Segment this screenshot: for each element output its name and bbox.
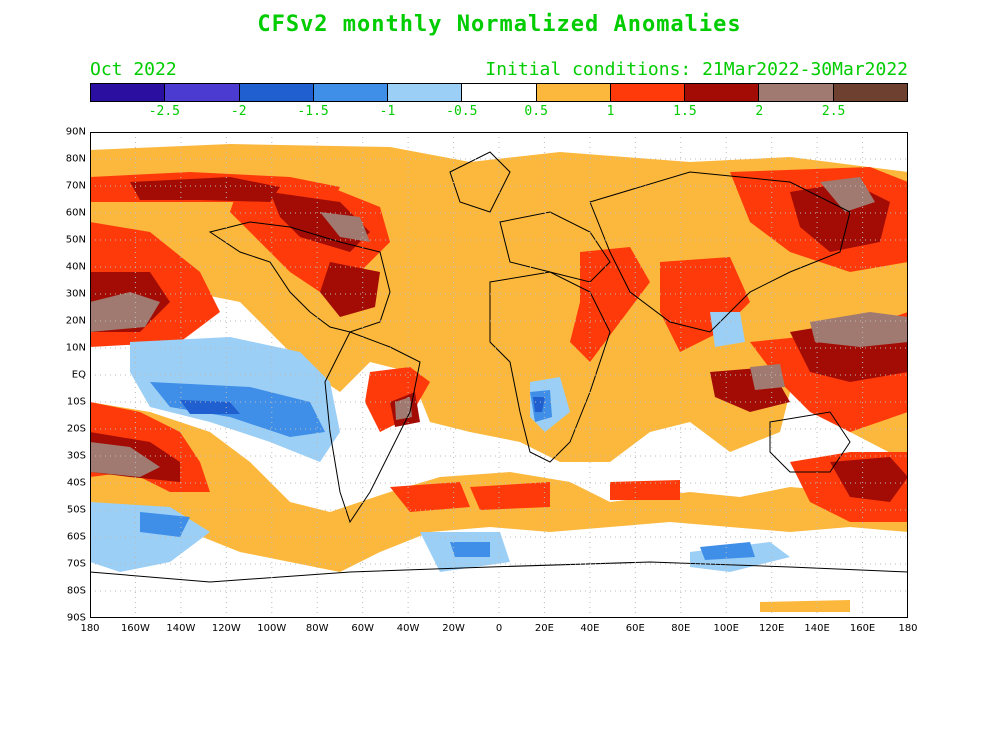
latitude-label: 70S (66, 558, 86, 570)
colorbar-label: -2 (230, 104, 247, 119)
colorbar-swatch (685, 84, 760, 101)
longitude-label: 40E (580, 623, 600, 634)
latitude-label: 80S (66, 585, 86, 597)
longitude-label: 140W (166, 623, 196, 634)
longitude-label: 20W (442, 623, 465, 634)
latitude-label: 40S (66, 477, 86, 489)
latitude-label: 60S (66, 531, 86, 543)
latitude-label: 90S (66, 612, 86, 624)
latitude-label: 10N (65, 342, 86, 354)
colorbar-label: 2.5 (821, 104, 846, 119)
plot-title: CFSv2 monthly Normalized Anomalies (257, 12, 742, 37)
coastlines (90, 151, 908, 583)
colorbar-swatch (91, 84, 166, 101)
latitude-label: 30N (65, 288, 86, 300)
latitude-label: 30S (66, 450, 86, 462)
colorbar-swatch (536, 84, 611, 101)
colorbar-label: -0.5 (446, 104, 478, 119)
colorbar-swatch (165, 84, 240, 101)
longitude-label: 0 (495, 623, 503, 634)
latitude-label: 20S (66, 423, 86, 435)
longitude-label: 60E (625, 623, 645, 634)
longitude-label: 120E (758, 623, 785, 634)
longitude-label: 160W (120, 623, 150, 634)
latitude-label: 80N (65, 153, 86, 165)
latitude-label: 50S (66, 504, 86, 516)
latitude-label: 40N (65, 261, 86, 273)
latitude-label: 50N (65, 234, 86, 246)
longitude-label: 20E (534, 623, 554, 634)
colorbar-label: -2.5 (148, 104, 181, 119)
longitude-label: 140E (804, 623, 830, 634)
colorbar-swatch (313, 84, 389, 101)
latitude-label: 90N (65, 126, 86, 138)
anomaly-layer-neg-1-5 (180, 397, 545, 414)
colorbar-label: 2 (755, 104, 764, 119)
colorbar-swatch (462, 84, 537, 101)
colorbar-swatch (239, 84, 314, 101)
latitude-label: 20N (65, 315, 86, 327)
latitude-label: EQ (71, 369, 86, 381)
longitude-label: 40W (396, 623, 420, 634)
colorbar-label: 1.5 (673, 104, 697, 119)
latitude-label: 10S (66, 396, 86, 408)
longitude-label: 120W (211, 623, 241, 634)
forecast-month: Oct 2022 (90, 59, 177, 80)
longitude-label: 100E (713, 623, 739, 634)
colorbar-swatch (833, 84, 907, 101)
colorbar-label: -1 (379, 104, 396, 119)
colorbar-label: -1.5 (297, 104, 329, 119)
longitude-label: 80E (671, 623, 691, 634)
colorbar (90, 83, 908, 102)
colorbar-label: 1 (606, 104, 615, 119)
latitude-label: 60N (65, 207, 86, 219)
colorbar-label: 0.5 (524, 104, 548, 119)
anomaly-map (90, 132, 908, 618)
longitude-label: 60W (351, 623, 374, 634)
longitude-label: 100W (257, 623, 287, 634)
map-frame (90, 132, 908, 618)
grid (90, 132, 908, 618)
colorbar-swatch (388, 84, 463, 101)
colorbar-swatch (759, 84, 834, 101)
initial-conditions: Initial conditions: 21Mar2022-30Mar2022 (485, 59, 908, 80)
longitude-label: 80W (305, 623, 329, 634)
longitude-label: 180 (80, 623, 100, 634)
latitude-label: 70N (65, 180, 86, 192)
colorbar-swatch (610, 84, 686, 101)
anomaly-layer-2 (90, 177, 908, 477)
longitude-label: 160E (849, 623, 876, 634)
longitude-label: 180 (898, 623, 918, 634)
